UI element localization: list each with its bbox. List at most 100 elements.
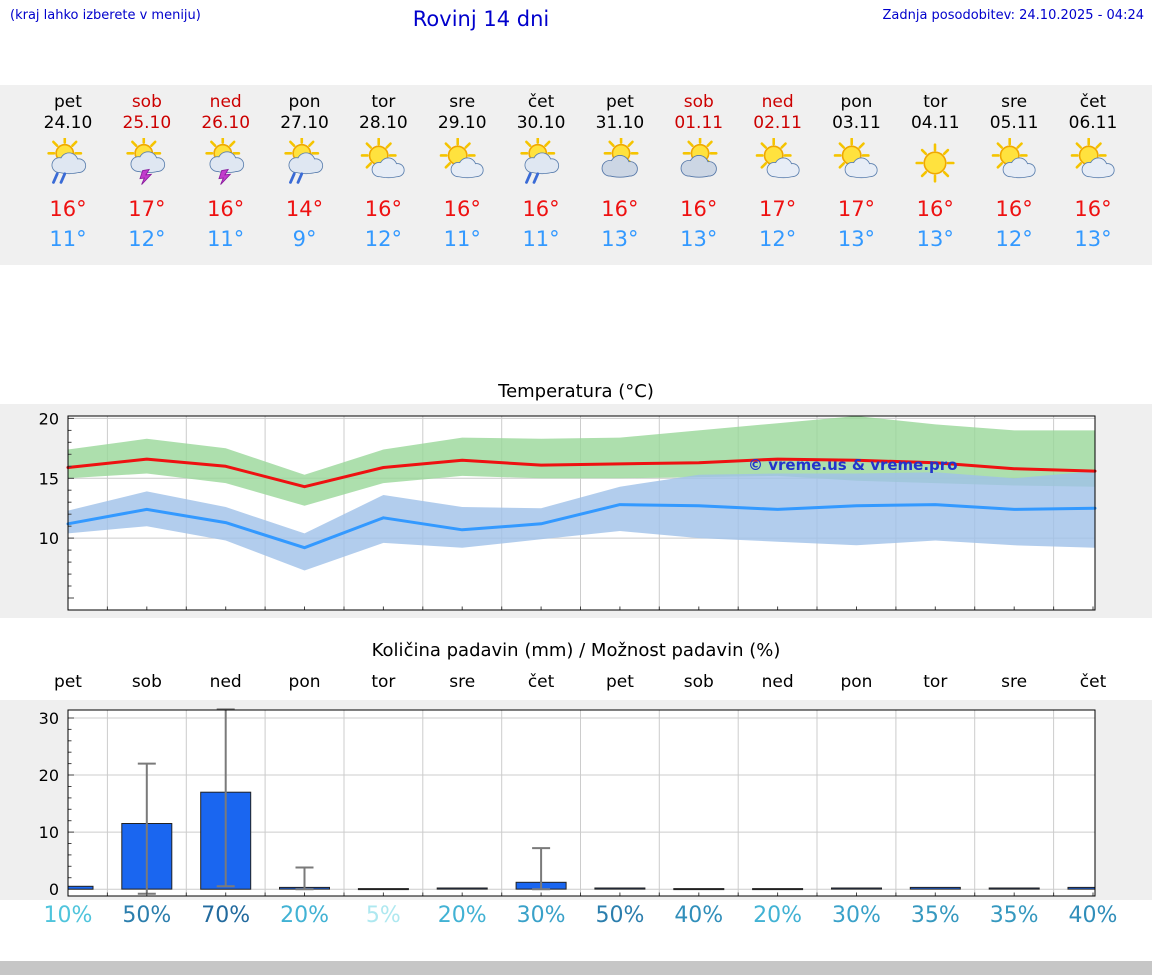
svg-text:20: 20 xyxy=(39,409,59,428)
forecast-day-25.10: sob 25.10 17° 12° xyxy=(107,85,186,265)
day-name: tor xyxy=(371,92,396,112)
forecast-day-02.11: ned 02.11 17° 12° xyxy=(738,85,817,265)
weather-icon-partly-cloudy xyxy=(975,137,1054,190)
precip-day-label: tor xyxy=(371,672,396,692)
forecast-strip: pet 24.10 16° 11° sob 25.10 17° 12° ned 26.10 16°… xyxy=(0,85,1152,265)
day-name: ned xyxy=(761,92,794,112)
day-min-temp: 13° xyxy=(680,227,718,251)
forecast-day-04.11: tor 04.11 16° 13° xyxy=(896,85,975,265)
precip-day-label: čet xyxy=(1079,672,1107,692)
precip-probability-label: 40% xyxy=(674,903,724,928)
precip-bar xyxy=(436,887,488,890)
temperature-chart-svg: 10 15 20 © vreme.us & vreme.pro xyxy=(0,404,1152,618)
precip-range-whisker xyxy=(216,708,235,888)
precip-bar xyxy=(68,885,94,890)
precip-probability-label: 10% xyxy=(43,903,93,928)
day-max-temp: 16° xyxy=(443,197,481,221)
svg-text:0: 0 xyxy=(49,880,59,899)
day-max-temp: 17° xyxy=(837,197,876,221)
precip-day-label: pon xyxy=(288,672,321,692)
precip-probability-label: 40% xyxy=(1068,903,1118,928)
precip-probability-label: 30% xyxy=(516,903,566,928)
day-min-temp: 12° xyxy=(995,227,1033,251)
day-name: sob xyxy=(131,92,162,112)
day-date: 30.10 xyxy=(516,113,566,133)
day-date: 04.11 xyxy=(910,113,960,133)
day-min-temp: 11° xyxy=(207,227,245,251)
precip-probability-row: 10% 50% 70% 20% 5% 20% 30% 50% 40% 20% 30% 35% 35% 40… xyxy=(0,903,1152,935)
day-date: 27.10 xyxy=(280,113,329,133)
weather-icon-sunny xyxy=(896,138,975,190)
weather-icon-partly-cloudy xyxy=(738,137,817,190)
precip-day-label: sre xyxy=(449,672,476,692)
precip-day-label: pet xyxy=(54,672,82,692)
precip-day-label: pon xyxy=(840,672,873,692)
svg-text:30: 30 xyxy=(39,709,59,728)
forecast-day-01.11: sob 01.11 16° 13° xyxy=(659,85,738,265)
day-max-temp: 16° xyxy=(916,197,954,221)
min-temp-band xyxy=(68,471,1095,571)
weather-icon-partly-cloudy xyxy=(344,137,423,190)
temperature-chart: 10 15 20 © vreme.us & vreme.pro xyxy=(0,404,1152,618)
weather-icon-sun-cloud-thunder xyxy=(186,135,265,190)
precip-probability-label: 30% xyxy=(832,903,881,928)
temperature-chart-title: Temperatura (°C) xyxy=(498,381,654,402)
day-name: čet xyxy=(1079,92,1107,112)
day-name: sob xyxy=(683,92,714,112)
weather-icon-sun-behind-cloud xyxy=(581,135,660,190)
day-date: 25.10 xyxy=(122,113,172,133)
precip-bar xyxy=(1067,886,1095,890)
weather-icon-sun-cloud-rain xyxy=(265,135,344,190)
day-name: sre xyxy=(1001,92,1028,112)
day-name: sre xyxy=(449,92,476,112)
weather-icon-sun-cloud-rain xyxy=(29,135,108,190)
precip-bar xyxy=(673,888,725,891)
precip-probability-label: 50% xyxy=(122,903,172,928)
min-temp-line xyxy=(66,503,1097,550)
max-temp-line xyxy=(66,457,1097,489)
day-name: pon xyxy=(840,92,873,112)
day-date: 24.10 xyxy=(43,113,93,133)
day-date: 26.10 xyxy=(201,113,251,133)
day-min-temp: 12° xyxy=(364,227,402,251)
day-min-temp: 13° xyxy=(1074,227,1112,251)
day-max-temp: 16° xyxy=(995,197,1033,221)
day-min-temp: 11° xyxy=(49,227,87,251)
forecast-day-28.10: tor 28.10 16° 12° xyxy=(344,85,423,265)
forecast-day-29.10: sre 29.10 16° 11° xyxy=(423,85,502,265)
precip-range-whisker xyxy=(295,866,314,891)
day-max-temp: 16° xyxy=(522,197,560,221)
day-name: pet xyxy=(605,92,634,112)
day-max-temp: 16° xyxy=(207,197,245,221)
svg-text:10: 10 xyxy=(39,823,59,842)
forecast-day-03.11: pon 03.11 17° 13° xyxy=(817,85,896,265)
precip-probability-label: 35% xyxy=(910,903,960,928)
forecast-day-31.10: pet 31.10 16° 13° xyxy=(581,85,660,265)
day-max-temp: 17° xyxy=(758,197,797,221)
last-update-timestamp: Zadnja posodobitev: 24.10.2025 - 04:24 xyxy=(882,8,1144,23)
footer-bar xyxy=(0,961,1152,975)
day-date: 29.10 xyxy=(437,113,487,133)
day-name: pet xyxy=(54,92,82,112)
precip-day-labels-row: pet sob ned pon tor sre čet pet sob ned pon tor sre č… xyxy=(0,672,1152,696)
day-date: 03.11 xyxy=(832,113,881,133)
svg-text:15: 15 xyxy=(39,469,59,488)
precip-probability-label: 20% xyxy=(437,903,487,928)
menu-hint: (kraj lahko izberete v meniju) xyxy=(10,8,201,23)
forecast-day-05.11: sre 05.11 16° 12° xyxy=(975,85,1054,265)
svg-text:20: 20 xyxy=(39,766,59,785)
watermark-link[interactable]: © vreme.us & vreme.pro xyxy=(748,456,958,474)
precip-probability-label: 50% xyxy=(595,903,645,928)
weather-icon-partly-cloudy xyxy=(423,137,502,190)
day-max-temp: 17° xyxy=(128,197,166,221)
day-date: 31.10 xyxy=(595,113,645,133)
forecast-day-24.10: pet 24.10 16° 11° xyxy=(29,85,108,265)
max-temp-band xyxy=(68,416,1095,506)
forecast-day-27.10: pon 27.10 14° 9° xyxy=(265,85,344,265)
day-max-temp: 16° xyxy=(1074,197,1112,221)
precip-chart-title: Količina padavin (mm) / Možnost padavin … xyxy=(371,640,781,661)
day-date: 28.10 xyxy=(359,113,408,133)
day-max-temp: 16° xyxy=(680,197,718,221)
precip-day-label: ned xyxy=(209,672,242,692)
